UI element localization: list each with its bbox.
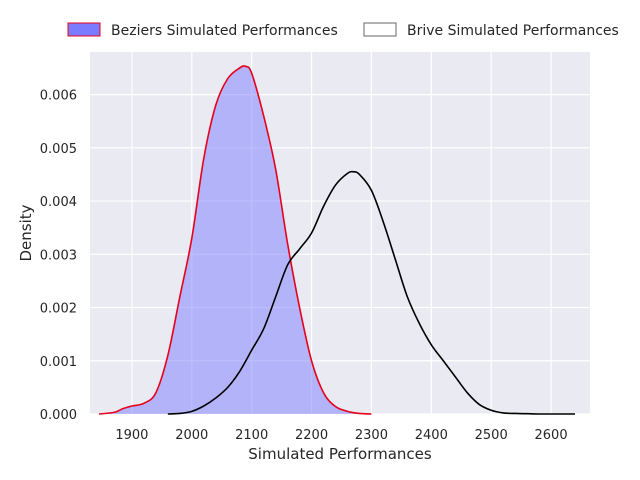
y-tick-label: 0.006 [40, 89, 77, 104]
x-tick-label: 1900 [115, 428, 148, 443]
x-tick-label: 2500 [475, 428, 508, 443]
legend-entry-0: Beziers Simulated Performances [67, 22, 338, 39]
plot-area-background [90, 52, 590, 414]
y-tick-label: 0.001 [40, 355, 77, 370]
y-tick-label: 0.004 [40, 195, 77, 210]
legend-entry-1: Brive Simulated Performances [363, 22, 619, 39]
grid-lines [90, 52, 590, 415]
legend-label: Beziers Simulated Performances [111, 23, 338, 39]
legend: Beziers Simulated Performances Brive Simu… [67, 22, 619, 39]
series-line-1 [167, 170, 576, 415]
legend-swatch [67, 22, 101, 37]
x-tick-label: 2600 [535, 428, 568, 443]
legend-swatch [363, 22, 397, 37]
x-tick-labels: 1900 2000 2100 2200 2300 2400 2500 2600 [115, 428, 567, 443]
series-line-0 [98, 65, 372, 415]
y-tick-label: 0.002 [40, 302, 77, 317]
y-axis-label: Density [17, 204, 35, 261]
x-tick-label: 2200 [295, 428, 328, 443]
x-axis-label: Simulated Performances [248, 445, 432, 463]
y-tick-labels: 0.000 0.001 0.002 0.003 0.004 0.005 0.006 [40, 89, 77, 423]
series-layer [98, 65, 576, 415]
legend-label: Brive Simulated Performances [407, 23, 619, 39]
y-tick-label: 0.005 [40, 142, 77, 157]
x-tick-label: 2300 [355, 428, 388, 443]
y-tick-label: 0.003 [40, 248, 77, 263]
y-tick-label: 0.000 [40, 408, 77, 423]
x-tick-label: 2400 [415, 428, 448, 443]
x-tick-label: 2100 [235, 428, 268, 443]
x-tick-label: 2000 [175, 428, 208, 443]
